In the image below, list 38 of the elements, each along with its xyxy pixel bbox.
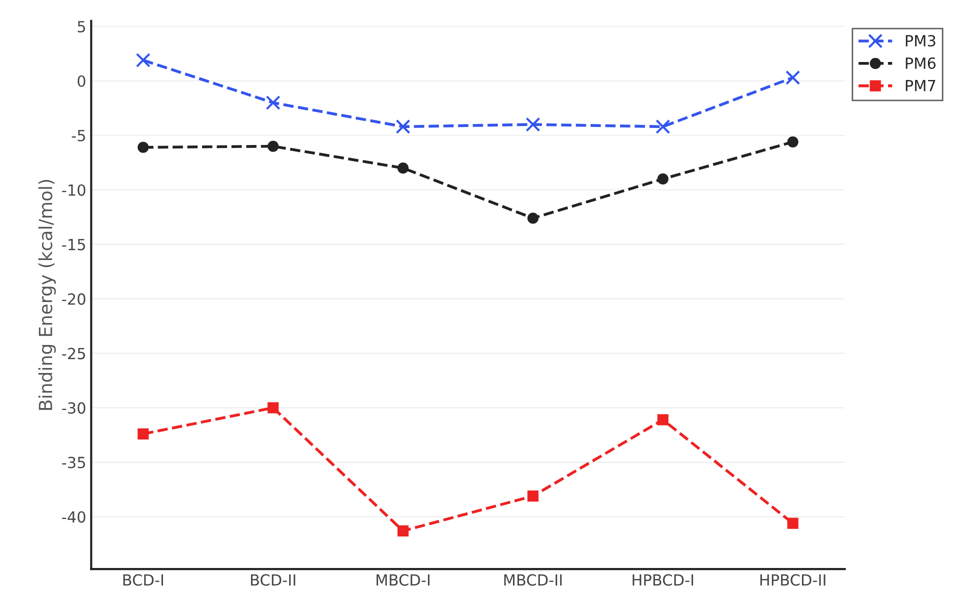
point [657, 414, 668, 426]
point [526, 117, 540, 132]
y-tick-label: -5 [72, 130, 86, 142]
point [136, 52, 150, 68]
point [527, 490, 539, 502]
point [266, 95, 280, 110]
legend-label: PM3 [906, 34, 936, 47]
point [397, 162, 409, 174]
point [268, 140, 279, 152]
point [786, 70, 800, 85]
y-tick-label: -40 [62, 511, 86, 523]
y-tick-label: -25 [62, 348, 86, 360]
y-tick-label: 0 [78, 75, 86, 87]
point [787, 136, 798, 148]
y-tick-label: -35 [62, 456, 86, 468]
point [397, 525, 409, 536]
x-tick-label: BCD-II [251, 574, 296, 586]
point [138, 142, 149, 153]
x-tick-label: HPBCD-I [632, 574, 694, 586]
point [396, 119, 410, 134]
x-tick-label: MBCD-II [504, 574, 562, 586]
point [527, 212, 539, 224]
point [787, 518, 798, 529]
point [138, 428, 149, 440]
point [268, 402, 279, 414]
x-tick-label: HPBCD-II [760, 574, 826, 586]
legend-label: PM6 [906, 57, 936, 69]
y-tick-label: -20 [62, 293, 86, 305]
point [656, 119, 670, 134]
legend-label: PM7 [906, 80, 936, 92]
y-axis-title: Binding Energy (kcal/mol) [38, 180, 56, 410]
y-tick-label: -15 [62, 239, 86, 250]
y-tick-label: -10 [62, 184, 86, 196]
x-tick-label: MBCD-I [376, 574, 430, 586]
y-tick-label: -30 [62, 402, 86, 414]
x-tick-label: BCD-I [123, 574, 164, 586]
y-tick-label: 5 [78, 21, 86, 32]
point [657, 173, 668, 185]
